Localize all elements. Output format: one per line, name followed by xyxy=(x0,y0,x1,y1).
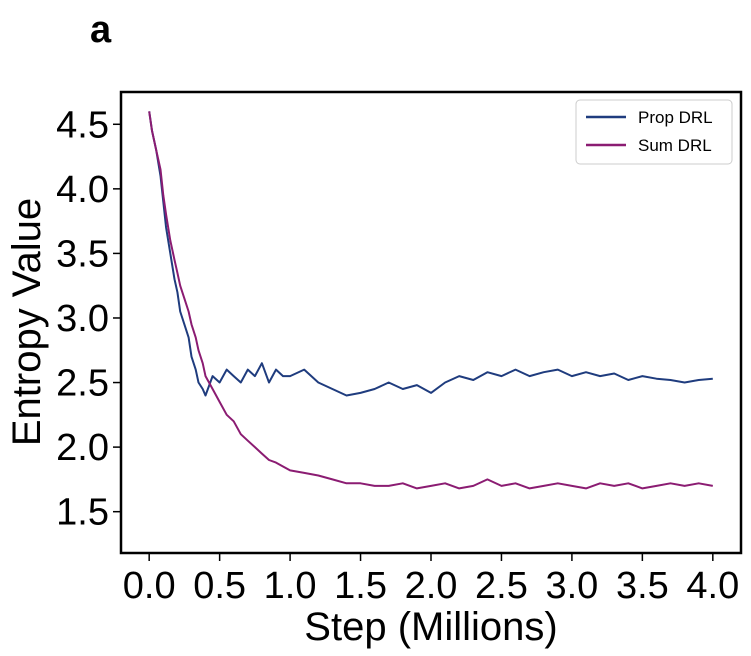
legend-label-prop-drl: Prop DRL xyxy=(638,108,713,127)
y-tick-label: 1.5 xyxy=(56,492,109,534)
y-tick-label: 4.5 xyxy=(56,104,109,146)
x-tick-label: 2.5 xyxy=(475,565,528,607)
x-tick-label: 2.0 xyxy=(405,565,458,607)
legend: Prop DRL Sum DRL xyxy=(575,99,733,165)
x-tick-label: 4.0 xyxy=(686,565,739,607)
x-tick-label: 3.5 xyxy=(616,565,669,607)
y-axis-title: Entropy Value xyxy=(5,198,49,446)
panel-label: a xyxy=(90,9,112,51)
y-tick-label: 3.0 xyxy=(56,298,109,340)
y-tick-label: 4.0 xyxy=(56,169,109,211)
y-axis: 1.5 2.0 2.5 3.0 3.5 4.0 4.5 xyxy=(56,104,121,534)
x-tick-label: 0.0 xyxy=(123,565,176,607)
x-axis: 0.0 0.5 1.0 1.5 2.0 2.5 3.0 3.5 4.0 xyxy=(123,553,739,607)
series-layer xyxy=(148,111,713,490)
series-line-prop-drl xyxy=(148,111,713,397)
y-tick-label: 3.5 xyxy=(56,233,109,275)
y-tick-label: 2.5 xyxy=(56,363,109,405)
series-line-sum-drl xyxy=(148,111,713,490)
x-tick-label: 3.0 xyxy=(545,565,598,607)
x-tick-label: 0.5 xyxy=(193,565,246,607)
y-tick-label: 2.0 xyxy=(56,427,109,469)
legend-label-sum-drl: Sum DRL xyxy=(638,136,712,155)
x-axis-title: Step (Millions) xyxy=(304,605,557,649)
x-tick-label: 1.0 xyxy=(264,565,317,607)
x-tick-label: 1.5 xyxy=(334,565,387,607)
